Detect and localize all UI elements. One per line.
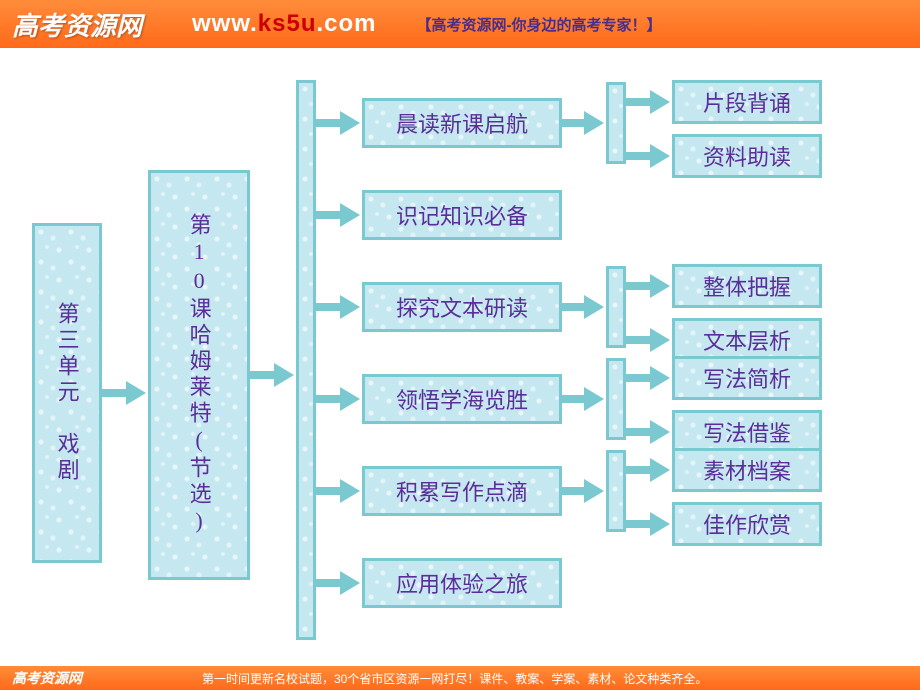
url-suffix: .com: [317, 10, 377, 37]
flow-node: 整体把握: [672, 264, 822, 308]
site-logo: 高考资源网: [12, 6, 142, 43]
site-url: www.ks5u.com: [192, 10, 377, 38]
url-prefix: www.: [192, 10, 258, 37]
tagline: 【高考资源网-你身边的高考专家！】: [417, 14, 662, 35]
header-bar: 高考资源网 www.ks5u.com 【高考资源网-你身边的高考专家！】: [0, 0, 920, 48]
url-mid: ks5u: [258, 10, 317, 37]
flow-node: 积累写作点滴: [362, 466, 562, 516]
flow-node: 探究文本研读: [362, 282, 562, 332]
flow-node: 晨读新课启航: [362, 98, 562, 148]
footer-bar: 高考资源网 第一时间更新名校试题，30个省市区资源一网打尽！课件、教案、学案、素…: [0, 666, 920, 690]
flow-node: 第10课哈姆莱特(节选): [148, 170, 250, 580]
flow-node: 佳作欣赏: [672, 502, 822, 546]
flowchart-diagram: 第三单元 戏剧第10课哈姆莱特(节选) 晨读新课启航识记知识必备探究文本研读领悟学…: [0, 48, 920, 668]
flow-node: 片段背诵: [672, 80, 822, 124]
flow-node: 资料助读: [672, 134, 822, 178]
flow-node: 领悟学海览胜: [362, 374, 562, 424]
flow-node: [606, 266, 626, 348]
flow-node: [296, 80, 316, 640]
flow-node: 写法简析: [672, 356, 822, 400]
flow-node: 第三单元 戏剧: [32, 223, 102, 563]
flow-node: 素材档案: [672, 448, 822, 492]
footer-logo: 高考资源网: [12, 668, 82, 688]
flow-node: 识记知识必备: [362, 190, 562, 240]
flow-node: 应用体验之旅: [362, 558, 562, 608]
flow-node: [606, 358, 626, 440]
flow-node: [606, 82, 626, 164]
footer-text: 第一时间更新名校试题，30个省市区资源一网打尽！课件、教案、学案、素材、论文种类…: [202, 670, 707, 687]
flow-node: [606, 450, 626, 532]
